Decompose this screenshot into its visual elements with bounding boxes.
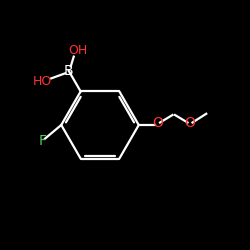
Text: F: F: [39, 134, 47, 148]
Text: O: O: [152, 116, 163, 130]
Text: HO: HO: [33, 75, 52, 88]
Text: B: B: [64, 64, 74, 78]
Text: OH: OH: [68, 44, 87, 57]
Text: O: O: [184, 116, 196, 130]
